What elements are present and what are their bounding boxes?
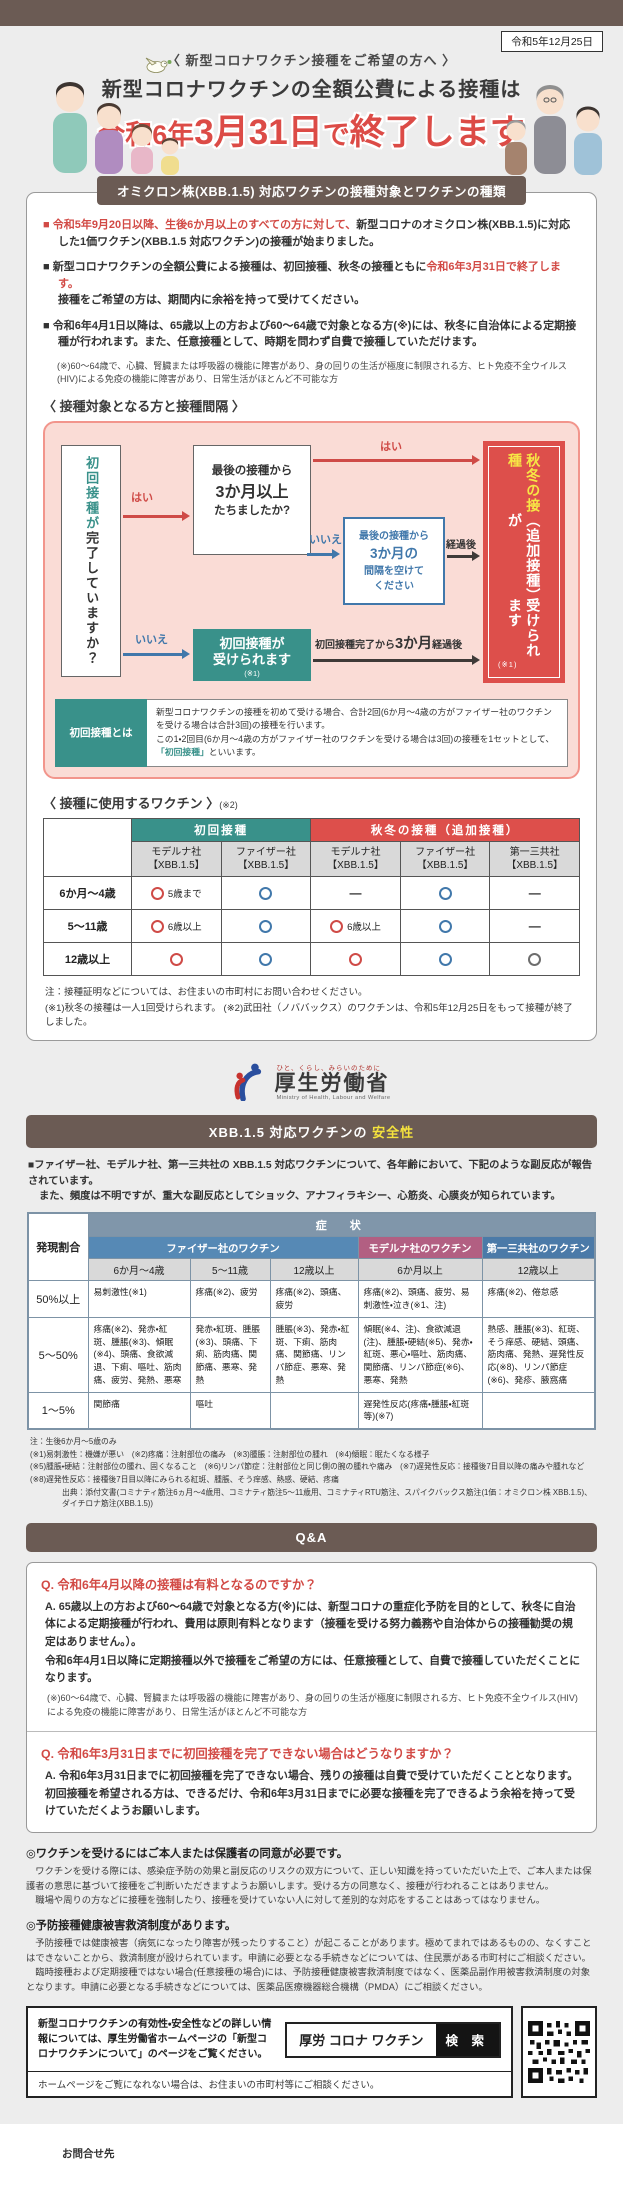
qa-answer-cont: 令和6年4月1日以降に定期接種以外で接種をご希望の方には、任意接種として、自費で… (45, 1654, 581, 1685)
mhlw-tagline: ひと、くらし、みらいのために (276, 1064, 382, 1072)
vaccine-table-column: 第一三共社 【XBB.1.5】 (489, 841, 580, 878)
mhlw-logo-mark (234, 1063, 262, 1102)
contact-label: お問合せ先 (62, 2148, 115, 2160)
qa-item-2: Q. 令和6年3月31日までに初回接種を完了できない場合はどうなりますか？ A.… (41, 1744, 582, 1820)
top-bar (0, 0, 623, 26)
safety-table-row: 1〜5% 関節痛 嘔吐 遅発性反応(疼痛・腫脹・紅斑等)(※7) (27, 1391, 596, 1430)
flow-arrow-yes-2 (313, 458, 473, 462)
flow-arrow-no-1 (307, 552, 333, 556)
safety-section-header: XBB.1.5 対応ワクチンの 安全性 (26, 1115, 597, 1149)
vaccine-table-column: モデルナ社 【XBB.1.5】 (131, 841, 222, 878)
safety-source: 出典：添付文書(コミナティ筋注6ヵ月〜4歳用、コミナティ筋注5〜11歳用、コミナ… (62, 1488, 592, 1509)
vaccine-table-row: 6か月〜4歳 5歳まで ― ― (43, 876, 580, 911)
safety-table: 発現割合症 状ファイザー社のワクチン モデルナ社のワクチン 第一三共社のワクチン 6か… (27, 1212, 596, 1431)
safety-notes: 注：生後6か月〜5歳のみ (※1)易刺激性：機嫌が悪い (※2)疼痛：注射部位の… (30, 1437, 585, 1484)
flow-arrow-after-primary (313, 658, 473, 662)
notice-item-3: ■ 令和6年4月1日以降は、65歳以上の方および60〜64歳で対象となる方(※)… (43, 319, 577, 349)
info-box: 新型コロナワクチンの有効性・安全性などの詳しい情報については、厚生労働省ホームペ… (26, 2006, 513, 2098)
vaccine-table-column: モデルナ社 【XBB.1.5】 (310, 841, 401, 878)
vaccine-info-card: ■ 令和5年9月20日以降、生後6か月以上のすべての方に対して、新型コロナのオミ… (26, 192, 597, 1042)
consent-block: ◎ワクチンを受けるにはご本人または保護者の同意が必要です。 ワクチンを受ける際に… (26, 1845, 597, 1907)
flow-primary-box: 初回接種が 受けられます (※1) (193, 628, 311, 681)
page-title-line2: 令和6年3月31日で終了します (98, 113, 525, 152)
qa-answer: A. 65歳以上の方および60〜64歳で対象となる方(※)には、新型コロナの重症… (45, 1601, 576, 1648)
safety-intro: ■ファイザー社、モデルナ社、第一三共社の XBB.1.5 対応ワクチンについて、… (28, 1160, 593, 1202)
dove-illustration (142, 54, 172, 76)
family-illustration-left (50, 80, 182, 176)
flow-heading: 〈 接種対象となる方と接種間隔 〉 (43, 398, 245, 414)
vaccine-table-group: 秋冬の接種（追加接種） (310, 818, 580, 843)
qa-item-1: Q. 令和6年4月以降の接種は有料となるのですか？ A. 65歳以上の方および6… (41, 1575, 582, 1719)
qa-divider (27, 1731, 596, 1733)
notice-footnote: (※)60〜64歳で、心臓、腎臓または呼吸器の機能に障害があり、身の回りの生活が… (57, 360, 567, 384)
definition-label: 初回接種とは (55, 698, 147, 768)
vaccine-table-note-1: 注：接種証明などについては、お住まいの市町村にお問い合わせください。 (45, 987, 368, 999)
vaccination-flowchart: 初回接種が 完了していますか？ はい 最後の接種から 3か月以上 たちましたか?… (43, 420, 580, 780)
notice-item-1: ■ 令和5年9月20日以降、生後6か月以上のすべての方に対して、新型コロナのオミ… (43, 219, 571, 248)
relief-title: ◎予防接種健康被害救済制度があります。 (26, 1920, 237, 1933)
mhlw-name: 厚生労働省 (274, 1071, 390, 1095)
bottom-area: お問合せ先 (0, 2124, 623, 2201)
flow-after-primary-label: 初回接種完了から3か月経過後 (315, 635, 463, 652)
vaccine-table-row: 12歳以上 (43, 942, 580, 977)
qa-answer: A. 令和6年3月31日までに初回接種を完了できない場合、残りの接種は自費で受け… (45, 1770, 579, 1817)
flow-elapsed-label: 経過後 (446, 539, 476, 551)
primary-series-definition: 初回接種とは 新型コロナワクチンの接種を初めて受ける場合、合計2回(6か月〜4歳… (55, 698, 568, 768)
vaccine-table: 初回接種 秋冬の接種（追加接種） モデルナ社 【XBB.1.5】 ファイザー社 【XBB.… (43, 818, 580, 977)
vaccine-table-note-2: (※1)秋冬の接種は一人1回受けられます。 (※2)武田社（ノババックス）のワク… (45, 1003, 573, 1029)
info-text: 新型コロナワクチンの有効性・安全性などの詳しい情報については、厚生労働省ホームペ… (38, 2019, 272, 2060)
vaccine-table-row: 5〜11歳 6歳以上 6歳以上 ― (43, 909, 580, 944)
qa-question: Q. 令和6年4月以降の接種は有料となるのですか？ (41, 1578, 317, 1593)
relief-block: ◎予防接種健康被害救済制度があります。 予防接種では健康被害（病気になったり障害… (26, 1917, 597, 1994)
safety-table-group: ファイザー社のワクチン (87, 1236, 359, 1260)
consent-title: ◎ワクチンを受けるにはご本人または保護者の同意が必要です。 (26, 1848, 348, 1861)
flow-yes-label-2: はい (380, 440, 402, 453)
flow-no-label-2: いいえ (135, 633, 168, 646)
qa-box: Q. 令和6年4月以降の接種は有料となるのですか？ A. 65歳以上の方および6… (26, 1562, 597, 1834)
vaccine-table-column: ファイザー社 【XBB.1.5】 (220, 841, 312, 878)
page-title-line1: 新型コロナワクチンの全額公費による接種は (101, 79, 522, 101)
family-illustration-right (503, 84, 605, 176)
page-background: 令和5年12月25日 〈 新型コロナワクチン接種をご希望の方へ 〉 新型コロナワ… (0, 26, 623, 2124)
footer-info: 新型コロナワクチンの有効性・安全性などの詳しい情報については、厚生労働省ホームペ… (26, 2006, 597, 2098)
flow-arrow-yes-1 (123, 514, 183, 518)
issue-date: 令和5年12月25日 (501, 31, 603, 52)
flow-wait-box: 最後の接種から 3か月の 間隔を空けて ください (343, 516, 445, 605)
safety-table-row: 5〜50% 疼痛(※2)、発赤・紅斑、腫脹(※3)、傾眠(※4)、頭痛、食欲減退、… (27, 1316, 596, 1393)
flow-question-3months: 最後の接種から 3か月以上 たちましたか? (193, 444, 311, 555)
mhlw-logo: ひと、くらし、みらいのために 厚生労働省 Ministry of Health,… (0, 1041, 623, 1115)
notice-item-2: ■ 新型コロナワクチンの全額公費による接種は、初回接種、秋冬の接種ともに令和6年… (43, 261, 561, 306)
header: 令和5年12月25日 〈 新型コロナワクチン接種をご希望の方へ 〉 新型コロナワ… (0, 26, 623, 176)
info-text-secondary: ホームページをご覧になれない場合は、お住まいの市町村等にご相談ください。 (28, 2071, 511, 2096)
definition-text: 新型コロナワクチンの接種を初めて受ける場合、合計2回(6か月〜4歳の方がファイザ… (147, 698, 568, 768)
flow-yes-label-1: はい (131, 491, 153, 504)
qa-footnote: (※)60〜64歳で、心臓、腎臓または呼吸器の機能に障害があり、身の回りの生活が… (47, 1693, 578, 1717)
flow-result-box: 秋冬の接種 （追加接種）が 受けられます (※1) (483, 440, 565, 683)
vaccine-table-column: ファイザー社 【XBB.1.5】 (399, 841, 491, 878)
lead-text: 〈 新型コロナワクチン接種をご希望の方へ 〉 (166, 53, 457, 68)
search-box[interactable]: 厚労 コロナ ワクチン 検 索 (285, 2021, 501, 2058)
flow-arrow-no-2 (123, 652, 183, 656)
safety-table-group: 第一三共社のワクチン (481, 1236, 596, 1260)
qr-code (521, 2006, 597, 2098)
search-input[interactable]: 厚労 コロナ ワクチン (287, 2023, 436, 2056)
flow-no-label-1: いいえ (309, 533, 342, 546)
qa-section-header: Q&A (26, 1523, 597, 1553)
safety-table-group: モデルナ社のワクチン (357, 1236, 483, 1260)
vaccine-table-group: 初回接種 (130, 818, 312, 843)
section-label-vaccine-types: オミクロン株(XBB.1.5) 対応ワクチンの接種対象とワクチンの種類 (96, 176, 527, 205)
mhlw-name-en: Ministry of Health, Labour and Welfare (276, 1094, 391, 1101)
safety-table-row: 50%以上 易刺激性(※1) 疼痛(※2)、疲労 疼痛(※2)、頭痛、疲労 疼痛(※2)… (27, 1280, 596, 1318)
flow-start-box: 初回接種が 完了していますか？ (61, 444, 121, 677)
search-button[interactable]: 検 索 (435, 2023, 499, 2056)
vaccine-table-heading: 〈 接種に使用するワクチン 〉(※2) (43, 796, 238, 812)
flow-arrow-elapsed (447, 554, 473, 558)
qa-question: Q. 令和6年3月31日までに初回接種を完了できない場合はどうなりますか？ (41, 1747, 454, 1762)
